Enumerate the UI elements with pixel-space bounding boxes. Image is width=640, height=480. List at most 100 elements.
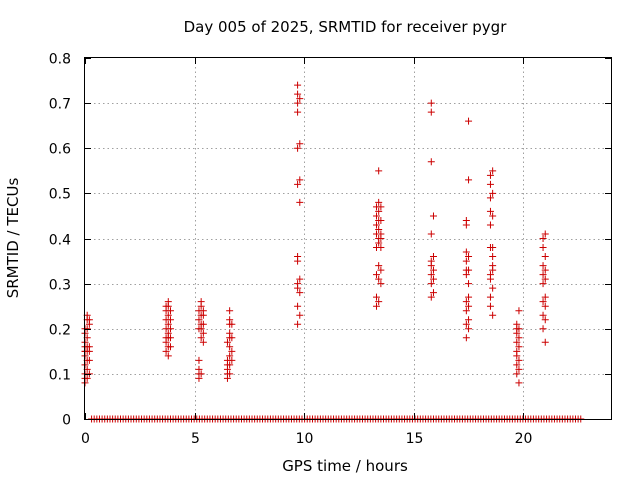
data-point [377,244,385,252]
data-point [462,307,470,315]
data-point [85,356,93,364]
data-point [465,325,473,333]
data-point [166,343,174,351]
data-point [462,334,470,342]
data-point [294,90,302,98]
data-point [489,244,497,252]
plot-frame [84,57,612,420]
data-point [375,198,383,206]
data-point [166,307,174,315]
data-point [372,271,380,279]
data-point [541,253,549,261]
y-tick-label: 0.1 [49,368,71,384]
data-point [377,230,385,238]
y-tick-label: 0.6 [49,142,71,158]
data-point [377,280,385,288]
data-point [427,271,435,279]
data-points [81,81,585,423]
data-point [515,379,523,387]
data-point [164,298,172,306]
data-point [195,365,203,373]
data-point [294,180,302,188]
data-point [199,320,207,328]
data-point [162,347,170,355]
x-axis-label: GPS time / hours [282,457,408,475]
data-point [166,325,174,333]
data-point [164,352,172,360]
data-point [294,302,302,310]
data-point [199,329,207,337]
data-point [375,167,383,175]
data-point [228,347,236,355]
data-point [197,370,205,378]
data-point [541,275,549,283]
y-tick-label: 0.7 [49,97,71,113]
data-point [294,280,302,288]
data-point [372,212,380,220]
data-point [489,167,497,175]
data-point [228,356,236,364]
data-point [377,216,385,224]
y-tick-label: 0 [62,413,71,429]
data-point [539,280,547,288]
data-point [465,266,473,274]
data-point [465,253,473,261]
data-point [223,338,231,346]
data-point [515,356,523,364]
data-point [296,176,304,184]
data-point [226,329,234,337]
data-point [375,298,383,306]
data-point [166,334,174,342]
data-point [486,293,494,301]
data-point [513,338,521,346]
data-point [226,316,234,324]
data-point [427,99,435,107]
data-point [164,311,172,319]
data-point [541,230,549,238]
data-point [372,221,380,229]
x-tick-labels: 0 5 10 15 20 [81,431,532,447]
data-point [539,271,547,279]
data-point [539,244,547,252]
data-point [515,334,523,342]
data-point [197,298,205,306]
data-point [228,334,236,342]
data-point [462,248,470,256]
data-point [486,180,494,188]
data-point [85,370,93,378]
data-point [489,262,497,270]
data-point [462,298,470,306]
data-point [294,320,302,328]
data-point [513,347,521,355]
data-point [539,311,547,319]
data-point [372,293,380,301]
data-point [199,338,207,346]
data-point [486,207,494,215]
y-tick-labels: 0 0.1 0.2 0.3 0.4 0.5 0.6 0.7 0.8 [49,52,71,429]
data-point [294,144,302,152]
grid-lines [85,58,611,419]
data-point [296,275,304,283]
data-point [486,221,494,229]
data-point [164,320,172,328]
y-tick-label: 0.2 [49,323,71,339]
axis-ticks [85,58,611,420]
data-point [541,338,549,346]
data-point [513,361,521,369]
data-point [294,108,302,116]
data-point [427,257,435,265]
data-point [515,325,523,333]
data-point [541,316,549,324]
data-point [427,230,435,238]
data-point [377,203,385,211]
data-point [489,284,497,292]
y-axis-label: SRMTID / TECUs [4,178,22,299]
data-point [226,343,234,351]
data-point [226,361,234,369]
data-point [294,253,302,261]
data-point [462,216,470,224]
data-point [539,262,547,270]
data-point [541,266,549,274]
data-point [427,280,435,288]
